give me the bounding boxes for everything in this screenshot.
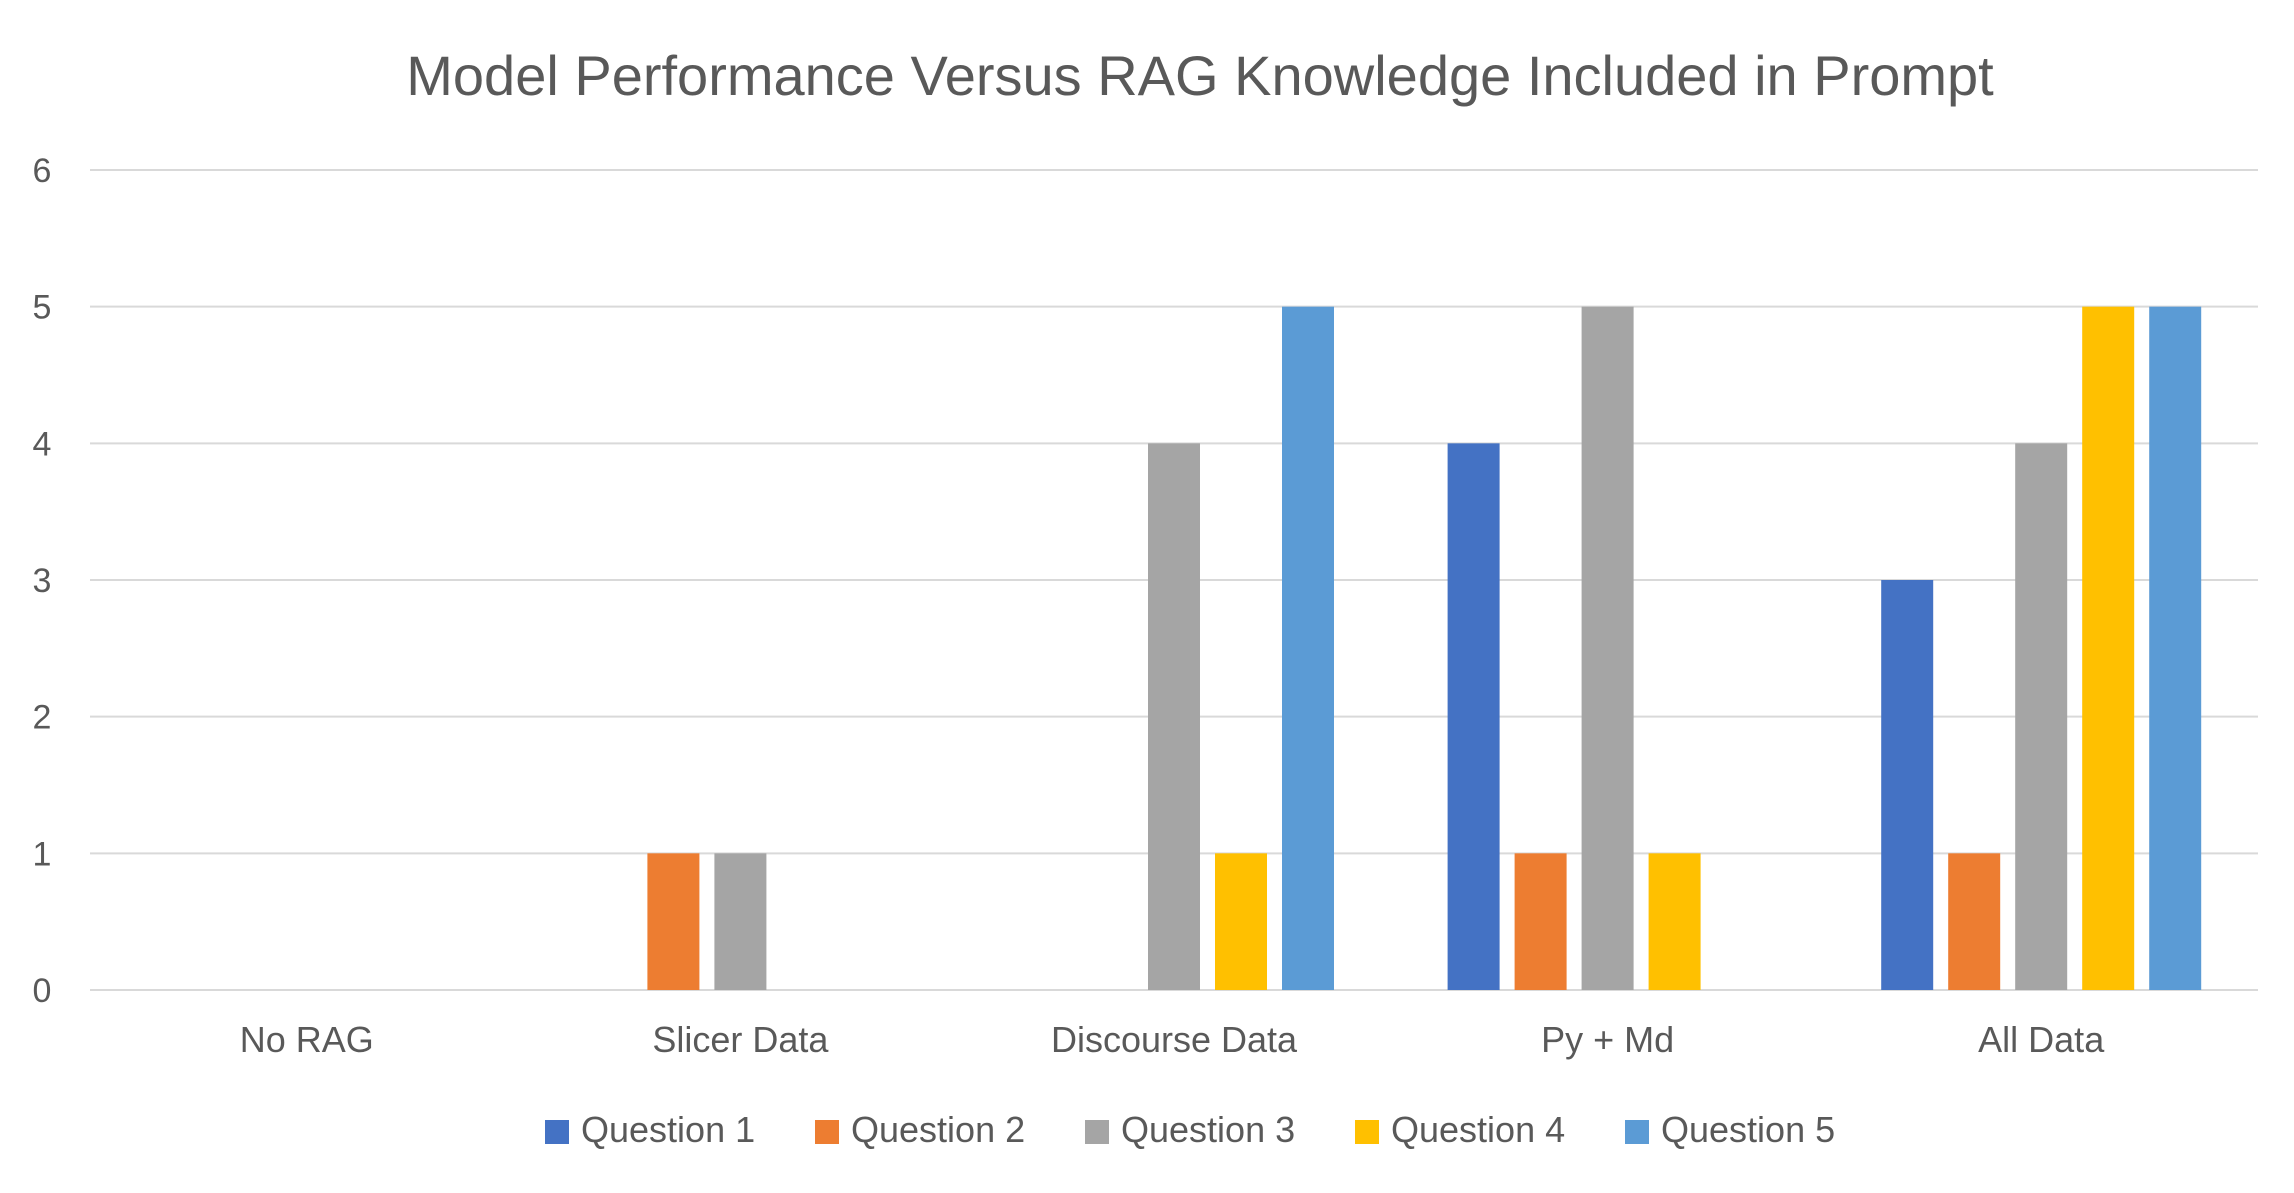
bar-4-3 bbox=[1215, 853, 1267, 990]
bar-3-2 bbox=[714, 853, 767, 990]
bar-5-5 bbox=[2149, 306, 2202, 991]
y-tick-label: 5 bbox=[33, 289, 52, 327]
bar-1-5 bbox=[1881, 580, 1934, 990]
legend-label: Question 3 bbox=[1121, 1109, 1295, 1150]
legend-swatch bbox=[1625, 1120, 1649, 1144]
legend-item: Question 2 bbox=[815, 1109, 1025, 1150]
legend-label: Question 4 bbox=[1391, 1109, 1565, 1150]
bar-3-3 bbox=[1148, 443, 1200, 990]
bar-3-4 bbox=[1581, 306, 1634, 991]
x-tick-label: Slicer Data bbox=[652, 1019, 829, 1060]
legend-item: Question 1 bbox=[545, 1109, 755, 1150]
legend-swatch bbox=[1085, 1120, 1109, 1144]
legend-item: Question 5 bbox=[1625, 1109, 1835, 1150]
legend: Question 1 Question 2 Question 3 Question 4… bbox=[545, 1109, 1835, 1150]
legend-label: Question 1 bbox=[581, 1109, 755, 1150]
legend-swatch bbox=[545, 1120, 569, 1144]
legend-swatch bbox=[815, 1120, 839, 1144]
legend-item: Question 4 bbox=[1355, 1109, 1565, 1150]
y-tick-label: 6 bbox=[33, 152, 52, 190]
bar-3-5 bbox=[2015, 443, 2068, 990]
x-tick-label: No RAG bbox=[240, 1019, 374, 1060]
x-axis-ticks: No RAG Slicer Data Discourse Data Py + Md Al… bbox=[240, 1019, 2105, 1060]
y-tick-label: 0 bbox=[33, 972, 52, 1010]
legend-swatch bbox=[1355, 1120, 1379, 1144]
bar-2-4 bbox=[1514, 853, 1567, 990]
bar-4-5 bbox=[2082, 306, 2135, 991]
y-tick-label: 4 bbox=[33, 425, 52, 463]
legend-label: Question 5 bbox=[1661, 1109, 1835, 1150]
bar-1-4 bbox=[1447, 443, 1500, 990]
y-tick-label: 1 bbox=[33, 835, 52, 873]
bar-5-3 bbox=[1282, 306, 1334, 991]
legend-label: Question 2 bbox=[851, 1109, 1025, 1150]
x-tick-label: Discourse Data bbox=[1051, 1019, 1298, 1060]
x-tick-label: All Data bbox=[1978, 1019, 2105, 1060]
y-tick-label: 2 bbox=[33, 699, 52, 737]
bar-2-5 bbox=[1948, 853, 2001, 990]
y-tick-label: 3 bbox=[33, 562, 52, 600]
legend-item: Question 3 bbox=[1085, 1109, 1295, 1150]
chart-title: Model Performance Versus RAG Knowledge I… bbox=[406, 44, 1994, 107]
x-tick-label: Py + Md bbox=[1541, 1019, 1674, 1060]
y-axis-ticks: 0 1 2 3 4 5 6 bbox=[33, 152, 52, 1010]
bar-4-4 bbox=[1648, 853, 1701, 990]
bar-2-2 bbox=[647, 853, 700, 990]
bars bbox=[647, 306, 2202, 991]
